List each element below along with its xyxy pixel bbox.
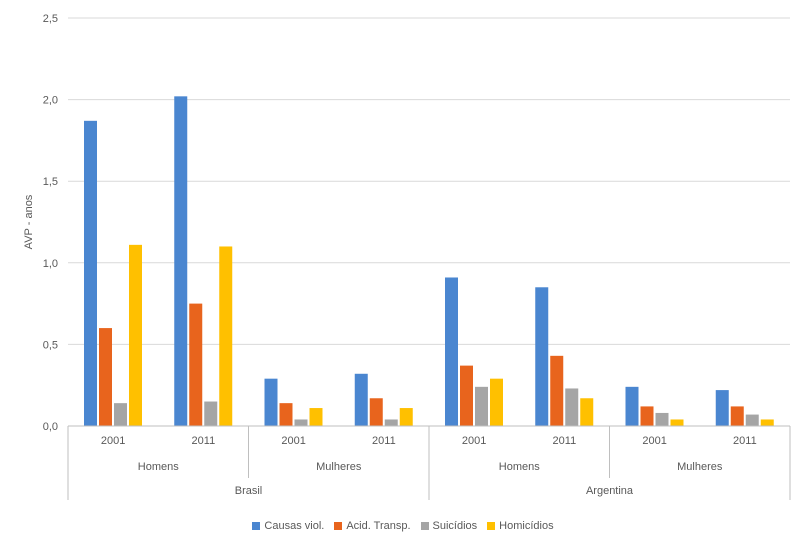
y-tick-label: 0,5 — [43, 339, 58, 351]
bar-causas-viol--0 — [84, 120, 97, 426]
bar-acid-transp--4 — [460, 365, 473, 426]
bar-suic-dios-5 — [565, 388, 579, 426]
bar-causas-viol--3 — [354, 373, 368, 426]
x-group-label-sex: Mulheres — [316, 461, 362, 473]
y-tick-labels: 0,0 0,5 1,0 1,5 2,0 2,5 — [43, 13, 58, 433]
legend-item: Suicídios — [420, 520, 478, 532]
bar-causas-viol--1 — [174, 96, 188, 426]
x-tick-label-year: 2001 — [642, 435, 666, 447]
x-tick-label-year: 2011 — [553, 435, 577, 447]
bars — [84, 96, 774, 426]
legend-label: Acid. Transp. — [346, 520, 411, 532]
x-axis: 2001 2011 2001 2011 2001 2011 2001 2011 Homens Mu… — [67, 425, 791, 500]
bar-homic-dios-3 — [399, 408, 413, 426]
bar-homic-dios-4 — [490, 378, 503, 426]
bar-suic-dios-1 — [204, 401, 218, 426]
legend-swatch — [252, 522, 261, 530]
x-tick-label-year: 2001 — [462, 435, 486, 447]
bar-acid-transp--1 — [189, 303, 203, 426]
bar-causas-viol--2 — [264, 378, 278, 426]
bar-homic-dios-0 — [129, 244, 142, 426]
bar-causas-viol--4 — [445, 277, 458, 426]
y-tick-label: 1,0 — [43, 258, 58, 270]
bar-homic-dios-2 — [309, 408, 323, 426]
bar-suic-dios-2 — [294, 419, 308, 426]
x-tick-label-year: 2011 — [733, 435, 757, 447]
bar-acid-transp--0 — [99, 328, 112, 426]
x-group-label-country: Brasil — [235, 485, 263, 497]
x-tick-label-year: 2001 — [101, 435, 125, 447]
bar-suic-dios-7 — [745, 414, 759, 426]
legend-label: Suicídios — [432, 520, 478, 532]
bar-acid-transp--2 — [279, 403, 293, 426]
bar-homic-dios-5 — [580, 398, 594, 426]
legend-item: Acid. Transp. — [334, 520, 411, 532]
bar-causas-viol--5 — [535, 287, 549, 426]
y-tick-label: 1,5 — [43, 176, 58, 188]
legend-swatch — [420, 522, 429, 530]
bar-acid-transp--6 — [640, 406, 654, 426]
legend-label: Causas viol. — [264, 520, 325, 532]
y-tick-label: 0,0 — [43, 421, 58, 433]
x-group-label-sex: Mulheres — [677, 461, 723, 473]
x-group-label-sex: Homens — [138, 461, 179, 473]
bar-suic-dios-0 — [114, 403, 127, 426]
bar-causas-viol--7 — [715, 390, 729, 426]
legend-item: Causas viol. — [252, 520, 324, 532]
bar-acid-transp--7 — [730, 406, 744, 426]
y-tick-label: 2,0 — [43, 95, 58, 107]
legend-swatch — [334, 522, 343, 530]
legend-swatch — [487, 522, 496, 530]
bar-homic-dios-1 — [219, 246, 233, 426]
bar-homic-dios-7 — [760, 419, 774, 426]
bar-suic-dios-3 — [384, 419, 398, 426]
bar-acid-transp--5 — [550, 355, 564, 426]
x-group-label-country: Argentina — [586, 485, 634, 497]
legend: Causas viol. Acid. Transp. Suicídios Homicí… — [0, 520, 806, 532]
y-tick-label: 2,5 — [43, 13, 58, 25]
legend-item: Homicídios — [487, 520, 554, 532]
y-axis-label: AVP - anos — [23, 194, 35, 249]
bar-suic-dios-4 — [475, 386, 488, 426]
x-tick-label-year: 2001 — [281, 435, 305, 447]
x-tick-label-year: 2011 — [372, 435, 396, 447]
bar-homic-dios-6 — [670, 419, 684, 426]
legend-label: Homicídios — [499, 520, 554, 532]
x-group-label-sex: Homens — [499, 461, 540, 473]
x-tick-label-year: 2011 — [192, 435, 216, 447]
bar-acid-transp--3 — [369, 398, 383, 426]
bar-causas-viol--6 — [625, 386, 639, 426]
bar-suic-dios-6 — [655, 412, 669, 426]
